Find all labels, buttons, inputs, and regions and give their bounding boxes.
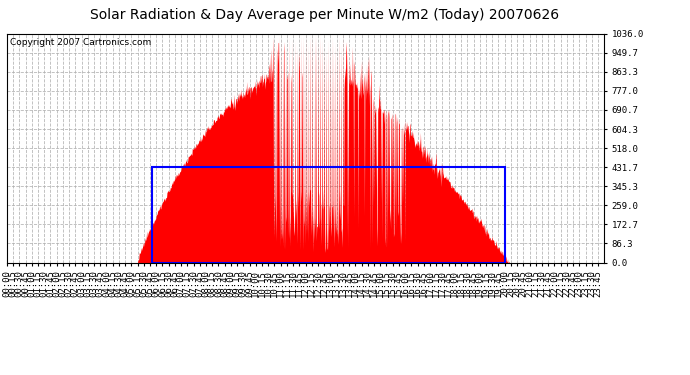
- Text: Copyright 2007 Cartronics.com: Copyright 2007 Cartronics.com: [10, 38, 151, 47]
- Text: Solar Radiation & Day Average per Minute W/m2 (Today) 20070626: Solar Radiation & Day Average per Minute…: [90, 8, 559, 21]
- Bar: [152, 167, 504, 262]
